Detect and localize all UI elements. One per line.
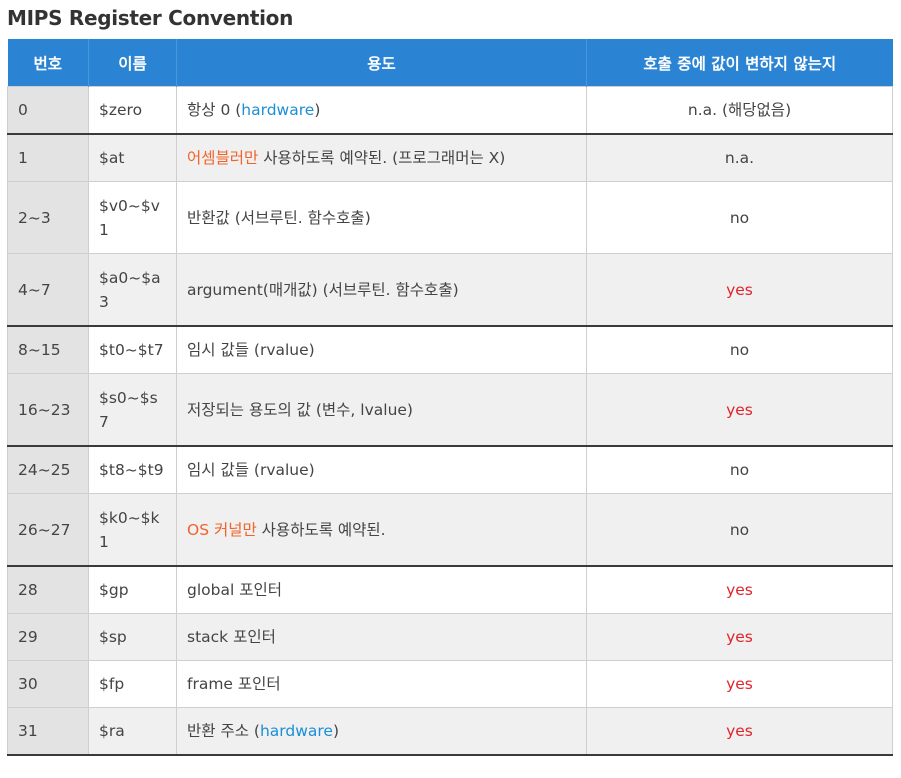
preserved-value: yes: [586, 660, 893, 708]
table-row: 0 $zero 항상 0 (hardware) n.a. (해당없음): [7, 86, 893, 135]
register-table: 번호 이름 용도 호출 중에 값이 변하지 않는지 0 $zero 항상 0 (…: [7, 39, 893, 756]
register-usage: 저장되는 용도의 값 (변수, lvalue): [176, 373, 587, 447]
usage-text-tail: ): [332, 722, 340, 740]
usage-text: frame 포인터: [187, 675, 281, 693]
register-number: 4~7: [7, 253, 89, 327]
register-usage: 임시 값들 (rvalue): [176, 445, 587, 494]
header-preserved: 호출 중에 값이 변하지 않는지: [586, 39, 893, 87]
table-row: 16~23 $s0~$s7 저장되는 용도의 값 (변수, lvalue) ye…: [7, 373, 893, 447]
usage-text: 반환 주소 (: [187, 722, 260, 740]
register-usage: 임시 값들 (rvalue): [176, 325, 587, 374]
usage-text-tail: ): [314, 101, 321, 119]
register-usage: frame 포인터: [176, 660, 587, 708]
register-usage: 반환값 (서브루틴. 함수호출): [176, 181, 587, 254]
register-number: 16~23: [7, 373, 89, 447]
usage-highlight: hardware: [259, 722, 333, 740]
table-row: 31 $ra 반환 주소 (hardware) yes: [7, 707, 893, 756]
preserved-value: yes: [586, 565, 893, 614]
register-number: 29: [7, 613, 89, 661]
table-row: 4~7 $a0~$a3 argument(매개값) (서브루틴. 함수호출) y…: [7, 253, 893, 327]
usage-text: global 포인터: [187, 581, 282, 599]
usage-text-tail: 사용하도록 예약된. (프로그래머는 X): [258, 149, 506, 167]
usage-text: 임시 값들 (rvalue): [187, 461, 315, 479]
preserved-value: no: [586, 445, 893, 494]
header-name: 이름: [88, 39, 177, 87]
register-usage: global 포인터: [176, 565, 587, 614]
table-body: 0 $zero 항상 0 (hardware) n.a. (해당없음) 1 $a…: [7, 86, 893, 756]
usage-highlight: hardware: [241, 101, 315, 119]
table-row: 8~15 $t0~$t7 임시 값들 (rvalue) no: [7, 325, 893, 374]
table-row: 1 $at 어셈블러만 사용하도록 예약된. (프로그래머는 X) n.a.: [7, 133, 893, 182]
register-number: 0: [7, 86, 89, 135]
usage-text-tail: 사용하도록 예약된.: [256, 520, 386, 539]
header-number: 번호: [7, 39, 89, 87]
usage-highlight: 어셈블러만: [187, 149, 259, 167]
usage-highlight: OS 커널만: [187, 520, 257, 539]
preserved-value: n.a.: [586, 133, 893, 182]
table-row: 29 $sp stack 포인터 yes: [7, 613, 893, 661]
table-header-row: 번호 이름 용도 호출 중에 값이 변하지 않는지: [7, 39, 893, 87]
preserved-value: no: [586, 181, 893, 254]
register-name: $fp: [88, 660, 177, 708]
register-name: $a0~$a3: [88, 253, 177, 327]
register-name: $t8~$t9: [88, 445, 177, 494]
usage-text: stack 포인터: [187, 628, 276, 646]
register-name: $v0~$v1: [88, 181, 177, 254]
preserved-value: n.a. (해당없음): [586, 86, 893, 135]
register-name: $gp: [88, 565, 177, 614]
preserved-value: no: [586, 493, 893, 567]
register-usage: 반환 주소 (hardware): [176, 707, 587, 756]
table-row: 28 $gp global 포인터 yes: [7, 565, 893, 614]
usage-text: argument(매개값) (서브루틴. 함수호출): [187, 280, 459, 299]
register-name: $s0~$s7: [88, 373, 177, 447]
register-name: $at: [88, 133, 177, 182]
register-number: 28: [7, 565, 89, 614]
register-number: 31: [7, 707, 89, 756]
preserved-value: yes: [586, 373, 893, 447]
page-title: MIPS Register Convention: [7, 6, 294, 30]
header-usage: 용도: [176, 39, 587, 87]
register-usage: 어셈블러만 사용하도록 예약된. (프로그래머는 X): [176, 133, 587, 182]
table-row: 24~25 $t8~$t9 임시 값들 (rvalue) no: [7, 445, 893, 494]
register-usage: OS 커널만 사용하도록 예약된.: [176, 493, 587, 567]
preserved-value: yes: [586, 253, 893, 327]
register-usage: 항상 0 (hardware): [176, 86, 587, 135]
usage-text: 반환값 (서브루틴. 함수호출): [187, 208, 371, 227]
usage-text: 임시 값들 (rvalue): [187, 341, 315, 359]
table-row: 2~3 $v0~$v1 반환값 (서브루틴. 함수호출) no: [7, 181, 893, 254]
register-number: 30: [7, 660, 89, 708]
register-number: 8~15: [7, 325, 89, 374]
usage-text: 항상 0 (: [187, 101, 242, 119]
table-row: 26~27 $k0~$k1 OS 커널만 사용하도록 예약된. no: [7, 493, 893, 567]
register-name: $sp: [88, 613, 177, 661]
register-name: $t0~$t7: [88, 325, 177, 374]
register-usage: stack 포인터: [176, 613, 587, 661]
table-row: 30 $fp frame 포인터 yes: [7, 660, 893, 708]
register-number: 24~25: [7, 445, 89, 494]
register-name: $ra: [88, 707, 177, 756]
register-number: 26~27: [7, 493, 89, 567]
preserved-value: yes: [586, 707, 893, 756]
register-name: $zero: [88, 86, 177, 135]
register-number: 1: [7, 133, 89, 182]
register-usage: argument(매개값) (서브루틴. 함수호출): [176, 253, 587, 327]
usage-text: 저장되는 용도의 값 (변수, lvalue): [187, 400, 413, 419]
preserved-value: yes: [586, 613, 893, 661]
preserved-value: no: [586, 325, 893, 374]
register-name: $k0~$k1: [88, 493, 177, 567]
register-number: 2~3: [7, 181, 89, 254]
